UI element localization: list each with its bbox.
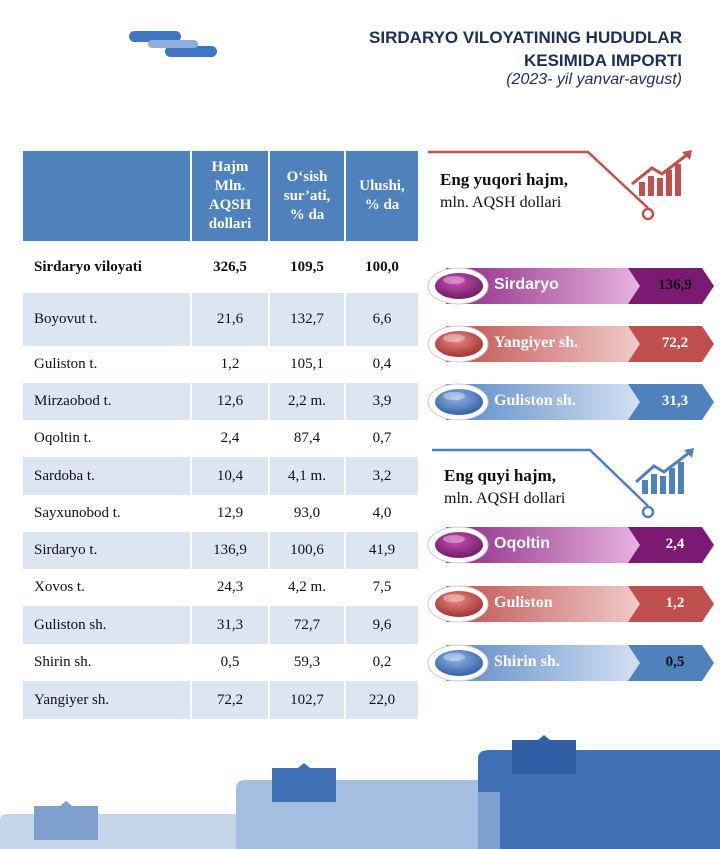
cell-hajm: 1,2	[191, 346, 270, 383]
page-title: SIRDARYO VILOYATINING HUDUDLAR KESIMIDA …	[369, 28, 682, 70]
table-row: Yangiyer sh. 72,2 102,7 22,0	[23, 681, 418, 719]
bar-value: 136,9	[658, 277, 692, 293]
bar-value: 2,4	[665, 536, 685, 552]
lowest-bar-2: Guliston 1,2	[426, 583, 716, 629]
cell-region: Guliston t.	[23, 346, 192, 383]
bar-value: 72,2	[661, 335, 689, 351]
cell-region: Sayxunobod t.	[23, 495, 192, 532]
table-row: Sayxunobod t. 12,9 93,0 4,0	[23, 495, 418, 532]
chain-link-icon	[129, 31, 217, 57]
bar-label: Guliston	[494, 594, 553, 611]
bar-value: 31,3	[661, 393, 689, 409]
lowest-subtitle: mln. AQSH dollari	[444, 490, 566, 507]
cell-hajm: 12,6	[191, 383, 270, 420]
header-osish: O‘sish sur’ati, % da	[269, 151, 346, 241]
table-row: Boyovut t. 21,6 132,7 6,6	[23, 293, 418, 346]
cell-hajm: 0,5	[191, 644, 270, 681]
lowest-title: Eng quyi hajm,	[444, 466, 556, 485]
cell-ulush: 3,9	[345, 383, 418, 420]
cell-osish: 87,4	[269, 420, 346, 457]
table-row: Guliston t. 1,2 105,1 0,4	[23, 346, 418, 383]
cell-ulush: 7,5	[345, 569, 418, 606]
highest-bar-3: Guliston sh. 31,3	[426, 381, 716, 427]
cell-ulush: 22,0	[345, 681, 418, 719]
cell-osish: 4,2 m.	[269, 569, 346, 606]
growth-chart-icon	[635, 448, 694, 494]
total-hajm: 326,5	[191, 241, 270, 293]
table-row: Sardoba t. 10,4 4,1 m. 3,2	[23, 457, 418, 495]
highest-subtitle: mln. AQSH dollari	[440, 194, 562, 211]
header-region	[23, 151, 192, 241]
cell-region: Mirzaobod t.	[23, 383, 192, 420]
cell-region: Xovos t.	[23, 569, 192, 606]
cell-osish: 59,3	[269, 644, 346, 681]
cell-region: Boyovut t.	[23, 293, 192, 346]
highest-bar-2: Yangiyer sh. 72,2	[426, 323, 716, 369]
cell-ulush: 41,9	[345, 532, 418, 569]
bar-label: Yangiyer sh.	[494, 334, 579, 351]
cell-hajm: 72,2	[191, 681, 270, 719]
footer-steps-decoration	[0, 735, 720, 849]
table-row: Shirin sh. 0,5 59,3 0,2	[23, 644, 418, 681]
cell-region: Oqoltin t.	[23, 420, 192, 457]
highest-panel-header: Eng yuqori hajm, mln. AQSH dollari	[426, 148, 720, 224]
cell-ulush: 0,7	[345, 420, 418, 457]
cell-region: Shirin sh.	[23, 644, 192, 681]
cell-osish: 72,7	[269, 606, 346, 644]
bar-label: Oqoltin	[494, 535, 550, 552]
cell-region: Sardoba t.	[23, 457, 192, 495]
cell-hajm: 24,3	[191, 569, 270, 606]
cell-hajm: 10,4	[191, 457, 270, 495]
cell-hajm: 31,3	[191, 606, 270, 644]
cell-osish: 2,2 m.	[269, 383, 346, 420]
header-ulush: Ulushi,% da	[345, 151, 418, 241]
import-table: Hajm Mln. AQSH dollari O‘sish sur’ati, % da…	[23, 151, 418, 719]
table-row: Sirdaryo t. 136,9 100,6 41,9	[23, 532, 418, 569]
cell-region: Sirdaryo t.	[23, 532, 192, 569]
cell-ulush: 4,0	[345, 495, 418, 532]
cell-region: Yangiyer sh.	[23, 681, 192, 719]
table-row: Xovos t. 24,3 4,2 m. 7,5	[23, 569, 418, 606]
lowest-panel-header: Eng quyi hajm, mln. AQSH dollari	[430, 446, 720, 522]
total-ulush: 100,0	[345, 241, 418, 293]
cell-ulush: 0,2	[345, 644, 418, 681]
lowest-bar-1: Oqoltin 2,4	[426, 524, 716, 570]
cell-ulush: 6,6	[345, 293, 418, 346]
cell-hajm: 21,6	[191, 293, 270, 346]
cell-region: Guliston sh.	[23, 606, 192, 644]
table-row: Mirzaobod t. 12,6 2,2 m. 3,9	[23, 383, 418, 420]
total-osish: 109,5	[269, 241, 346, 293]
lowest-bar-3: Shirin sh. 0,5	[426, 642, 716, 688]
header-hajm: Hajm Mln. AQSH dollari	[191, 151, 270, 241]
total-name: Sirdaryo viloyati	[23, 241, 192, 293]
highest-title: Eng yuqori hajm,	[440, 170, 568, 189]
highest-bar-1: Sirdaryo 136,9	[426, 265, 716, 311]
growth-chart-icon	[631, 150, 692, 196]
cell-osish: 102,7	[269, 681, 346, 719]
cell-ulush: 9,6	[345, 606, 418, 644]
cell-hajm: 136,9	[191, 532, 270, 569]
cell-osish: 100,6	[269, 532, 346, 569]
cell-osish: 93,0	[269, 495, 346, 532]
cell-ulush: 3,2	[345, 457, 418, 495]
bar-label: Shirin sh.	[494, 653, 560, 670]
cell-hajm: 12,9	[191, 495, 270, 532]
cell-osish: 132,7	[269, 293, 346, 346]
cell-osish: 4,1 m.	[269, 457, 346, 495]
bar-label: Sirdaryo	[494, 276, 559, 293]
table-row: Oqoltin t. 2,4 87,4 0,7	[23, 420, 418, 457]
cell-hajm: 2,4	[191, 420, 270, 457]
table-total-row: Sirdaryo viloyati 326,5 109,5 100,0	[23, 241, 418, 293]
bar-value: 1,2	[665, 595, 685, 611]
bar-value: 0,5	[665, 654, 685, 670]
cell-ulush: 0,4	[345, 346, 418, 383]
table-row: Guliston sh. 31,3 72,7 9,6	[23, 606, 418, 644]
table-header-row: Hajm Mln. AQSH dollari O‘sish sur’ati, % da…	[23, 151, 418, 241]
page-subtitle: (2023- yil yanvar-avgust)	[506, 71, 682, 88]
bar-label: Guliston sh.	[494, 392, 576, 409]
cell-osish: 105,1	[269, 346, 346, 383]
